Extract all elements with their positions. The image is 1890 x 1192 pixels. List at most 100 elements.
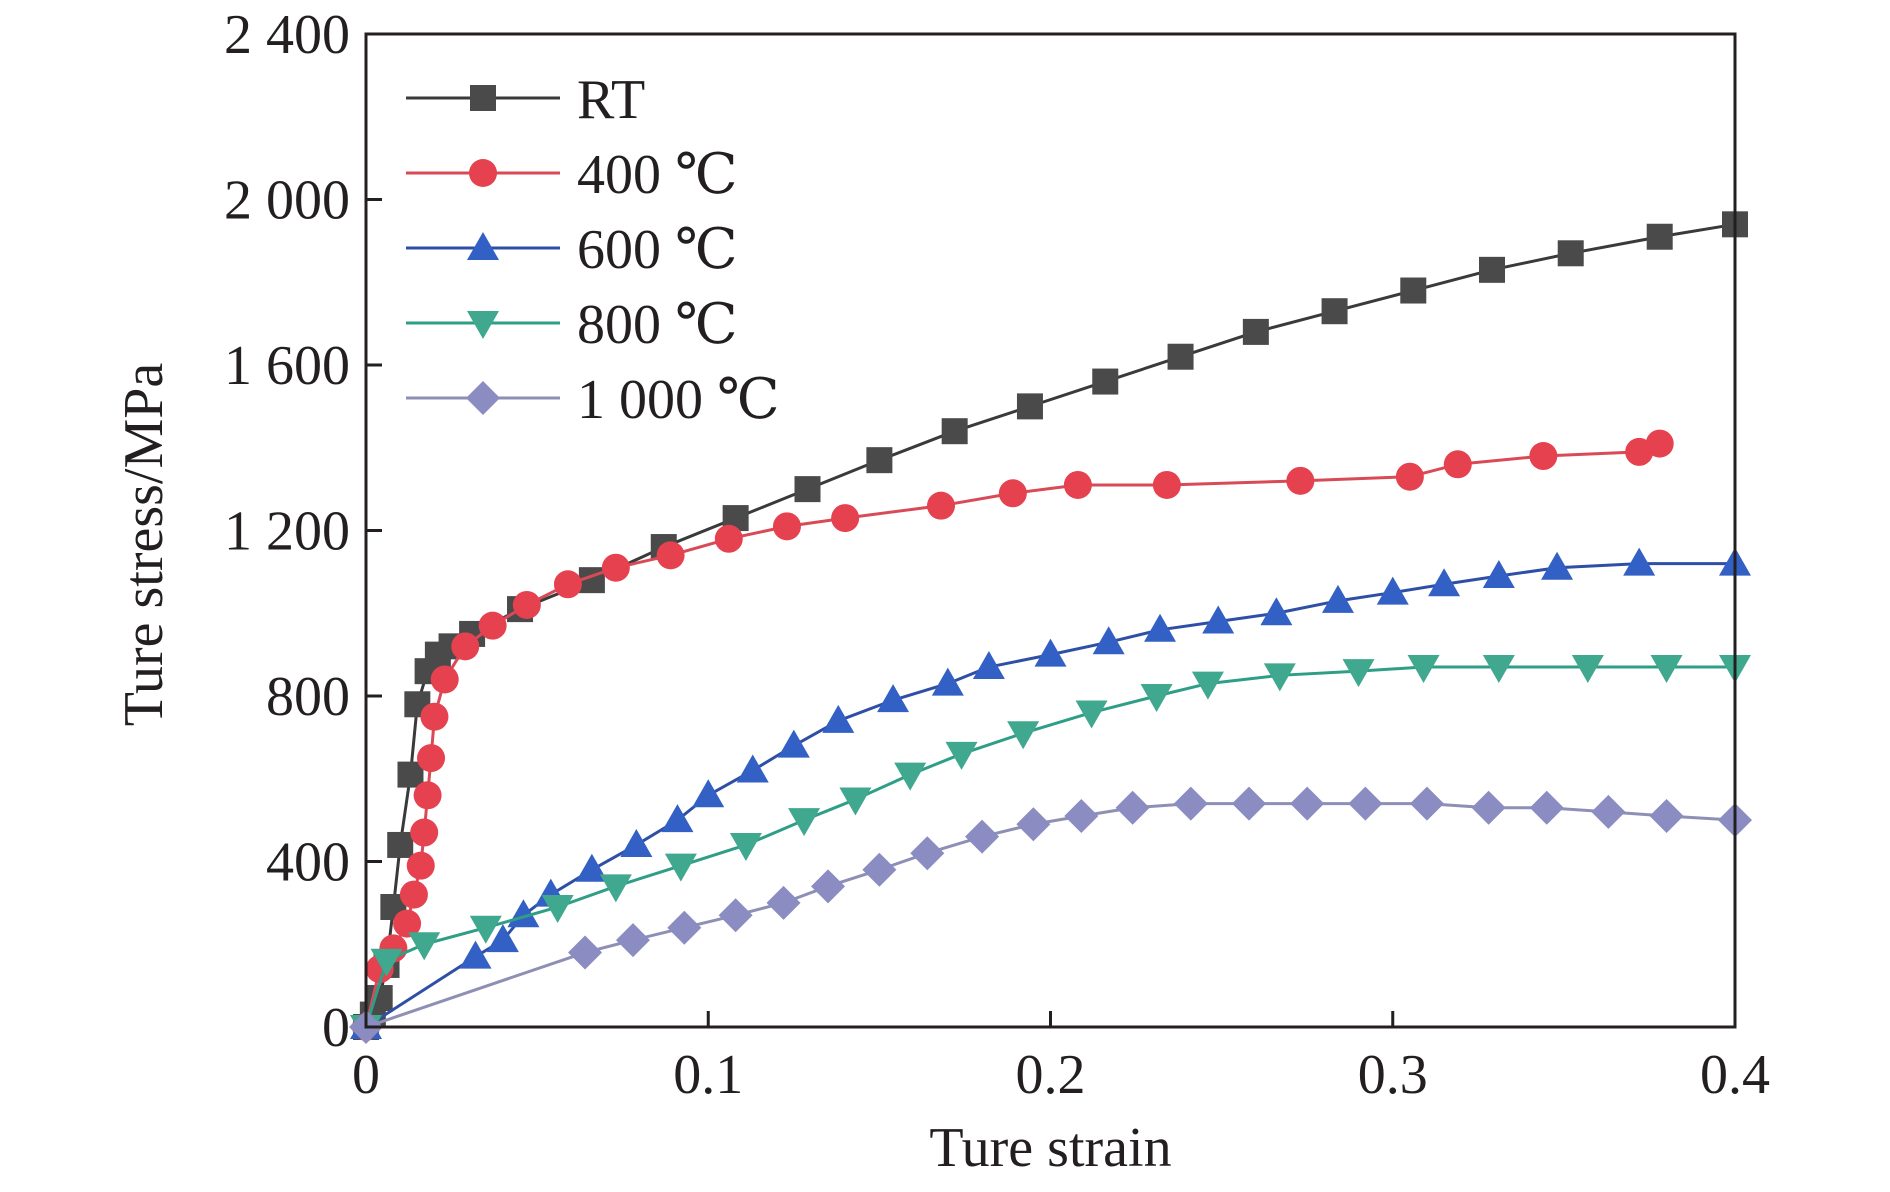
- data-point: [941, 418, 968, 445]
- y-tick-label: 0: [322, 997, 350, 1059]
- data-point: [512, 590, 541, 619]
- data-point: [370, 948, 403, 977]
- legend-marker: [466, 381, 500, 415]
- data-point: [459, 940, 492, 969]
- data-point: [615, 923, 650, 958]
- data-point: [1646, 223, 1673, 250]
- data-point: [931, 667, 964, 696]
- x-tick-label: 0.4: [1700, 1044, 1770, 1106]
- data-point: [1428, 568, 1461, 597]
- y-tick-label: 1 600: [224, 335, 350, 397]
- data-point: [866, 447, 893, 474]
- data-point: [1152, 470, 1181, 499]
- data-point: [1479, 256, 1506, 283]
- legend-label: 800 ℃: [577, 294, 738, 356]
- data-point: [831, 504, 860, 533]
- series-line: [364, 665, 1735, 1028]
- data-point: [894, 762, 927, 791]
- data-point: [1407, 655, 1440, 684]
- data-point: [601, 553, 630, 582]
- data-point: [1092, 368, 1119, 395]
- data-point: [387, 831, 414, 858]
- data-point: [1571, 655, 1604, 684]
- data-point: [1016, 807, 1051, 842]
- data-point: [998, 479, 1027, 508]
- data-point: [1260, 597, 1293, 626]
- x-tick-label: 0.3: [1358, 1044, 1428, 1106]
- data-point: [965, 819, 1000, 854]
- data-point: [1034, 638, 1067, 667]
- data-point: [1007, 721, 1040, 750]
- y-tick-label: 2 000: [224, 170, 350, 232]
- legend-label: 1 000 ℃: [577, 369, 780, 431]
- data-point: [1286, 466, 1315, 495]
- data-point: [664, 853, 697, 882]
- data-point: [1016, 393, 1043, 420]
- data-point: [410, 818, 439, 847]
- data-point: [729, 832, 762, 861]
- data-point: [839, 787, 872, 816]
- data-point: [575, 853, 608, 882]
- legend-item: 800 ℃: [406, 294, 738, 356]
- data-point: [1529, 442, 1558, 471]
- series-line: [364, 222, 1736, 1028]
- data-point: [1290, 786, 1325, 821]
- y-tick-label: 800: [266, 666, 350, 728]
- y-tick-label: 2 400: [224, 4, 350, 66]
- y-axis-label: Ture stress/MPa: [113, 363, 175, 727]
- axis-layer: 0 0.1 0.2 0.3 0.4 0 400 800 1 200 1 600 2 000 2 400: [224, 4, 1770, 1106]
- data-point: [553, 570, 582, 599]
- data-point: [945, 741, 978, 770]
- data-point: [430, 665, 459, 694]
- data-point: [692, 779, 725, 808]
- data-point: [413, 781, 442, 810]
- x-tick-label: 0.2: [1016, 1044, 1086, 1106]
- data-point: [718, 898, 753, 933]
- data-point: [1173, 786, 1208, 821]
- data-point: [1409, 786, 1444, 821]
- data-point: [541, 895, 574, 924]
- data-point: [1471, 790, 1506, 825]
- data-point: [1650, 655, 1683, 684]
- data-point: [1376, 576, 1409, 605]
- data-point: [1482, 560, 1515, 589]
- data-point: [1321, 584, 1354, 613]
- data-point: [877, 684, 910, 713]
- x-tick-label: 0: [352, 1044, 380, 1106]
- data-point: [469, 915, 502, 944]
- series-2: [350, 547, 1751, 1039]
- data-point: [417, 744, 446, 773]
- data-point: [1541, 551, 1574, 580]
- legend-item: 600 ℃: [406, 219, 738, 281]
- data-point: [1400, 277, 1427, 304]
- data-point: [1529, 790, 1564, 825]
- data-point: [486, 924, 519, 953]
- legend-marker: [467, 232, 499, 260]
- data-point: [661, 804, 694, 833]
- data-point: [1167, 343, 1194, 370]
- data-point: [1191, 671, 1224, 700]
- series-0: [353, 211, 1748, 1040]
- data-point: [1140, 684, 1173, 712]
- data-point: [667, 910, 702, 945]
- data-point: [1263, 663, 1296, 692]
- data-point: [1115, 790, 1150, 825]
- data-point: [397, 761, 424, 788]
- data-point: [656, 541, 685, 570]
- data-point: [568, 935, 603, 970]
- data-point: [1649, 798, 1684, 833]
- legend-marker: [469, 159, 497, 187]
- data-point: [1557, 240, 1584, 267]
- legend-item: RT: [406, 69, 645, 131]
- data-point: [451, 632, 480, 661]
- data-point: [1321, 298, 1348, 325]
- plot-frame: [364, 32, 1737, 1029]
- legend-marker: [467, 311, 499, 339]
- data-point: [620, 828, 653, 857]
- data-point: [1348, 786, 1383, 821]
- data-point: [393, 909, 422, 938]
- data-point: [972, 651, 1005, 680]
- data-point: [910, 836, 945, 871]
